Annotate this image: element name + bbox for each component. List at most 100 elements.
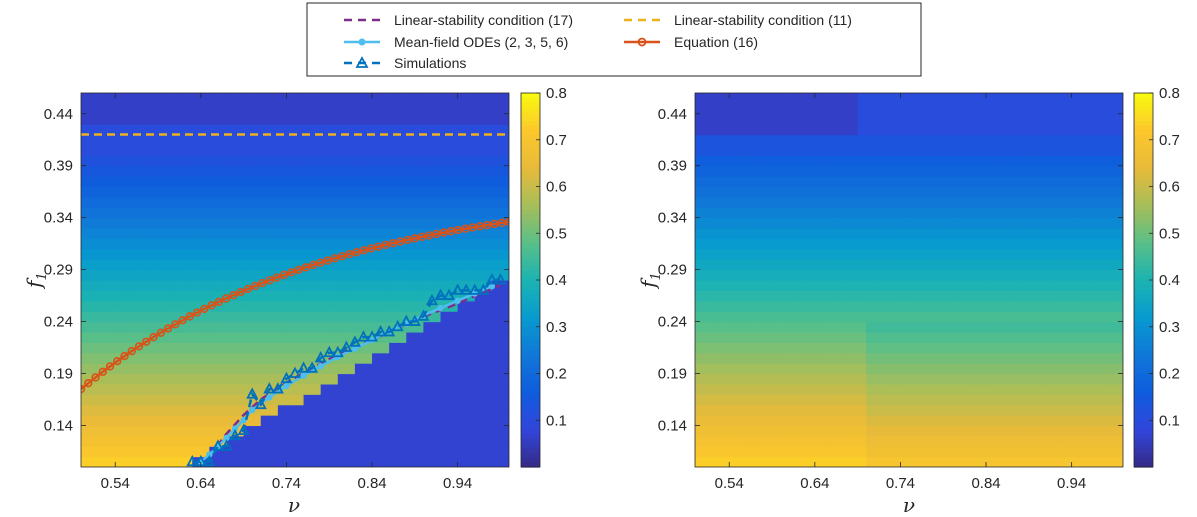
heatmap-cell [1011, 383, 1021, 395]
heatmap-cell [226, 352, 236, 364]
heatmap-cell [883, 103, 893, 115]
heatmap-cell [926, 103, 936, 115]
heatmap-cell [474, 290, 484, 302]
heatmap-cell [977, 394, 987, 406]
heatmap-cell [440, 103, 450, 115]
colorbar-segment [521, 289, 540, 295]
heatmap-cell [140, 269, 151, 281]
heatmap-cell [1071, 373, 1081, 385]
heatmap-cell [372, 124, 382, 136]
colorbar-segment [1134, 331, 1153, 337]
heatmap-cell [960, 456, 970, 467]
heatmap-cell [474, 207, 484, 219]
heatmap-cell [252, 207, 262, 219]
heatmap-cell [1114, 269, 1123, 281]
heatmap-cell [780, 425, 790, 437]
heatmap-cell [260, 238, 270, 250]
heatmap-cell [866, 248, 876, 260]
heatmap-cell [337, 425, 347, 437]
colorbar-segment [521, 317, 540, 323]
heatmap-cell [900, 280, 910, 291]
heatmap-cell [926, 248, 936, 260]
heatmap-cell [380, 331, 390, 343]
heatmap-cell [1045, 259, 1056, 271]
heatmap-cell [363, 248, 373, 260]
heatmap-cell [866, 435, 876, 447]
heatmap-cell [209, 238, 219, 250]
heatmap-cell [423, 415, 433, 427]
heatmap-cell [772, 394, 782, 406]
heatmap-cell [1114, 446, 1123, 458]
heatmap-cell [277, 186, 288, 198]
heatmap-cell [81, 290, 91, 302]
heatmap-cell [909, 259, 919, 271]
heatmap-cell [874, 331, 884, 343]
heatmap-cell [1105, 456, 1116, 467]
heatmap-cell [1037, 363, 1047, 375]
heatmap-cell [329, 456, 339, 467]
heatmap-cell [857, 394, 867, 406]
colorbar-tick-label: 0.8 [546, 85, 567, 102]
heatmap-cell [252, 93, 262, 104]
heatmap-cell [977, 103, 987, 115]
heatmap-cell [746, 415, 756, 427]
heatmap-cell [780, 134, 790, 146]
series-point-2 [454, 297, 461, 304]
heatmap-cell [132, 321, 142, 333]
heatmap-cell [866, 134, 876, 146]
heatmap-cell [303, 446, 313, 458]
heatmap-cell [466, 176, 476, 188]
heatmap-cell [149, 113, 159, 125]
heatmap-cell [217, 456, 228, 467]
heatmap-cell [320, 259, 330, 271]
heatmap-cell [1028, 425, 1038, 437]
heatmap-cell [806, 394, 816, 406]
heatmap-cell [183, 176, 193, 188]
heatmap-cell [175, 103, 185, 115]
heatmap-cell [406, 186, 416, 198]
heatmap-cell [192, 290, 202, 302]
heatmap-cell [1063, 446, 1073, 458]
heatmap-cell [934, 113, 944, 125]
heatmap-cell [1063, 290, 1073, 302]
heatmap-cell [440, 207, 450, 219]
heatmap-cell [192, 415, 202, 427]
heatmap-cell [754, 248, 765, 260]
heatmap-cell [106, 300, 116, 312]
heatmap-cell [866, 93, 876, 104]
heatmap-cell [183, 144, 193, 156]
colorbar-segment [521, 111, 540, 117]
heatmap-cell [192, 113, 202, 125]
heatmap-cell [269, 103, 279, 115]
heatmap-cell [132, 373, 142, 385]
heatmap-cell [840, 93, 850, 104]
heatmap-cell [329, 425, 339, 437]
heatmap-cell [1080, 321, 1090, 333]
heatmap-cell [363, 311, 373, 323]
heatmap-cell [474, 425, 484, 437]
heatmap-cell [772, 269, 782, 281]
heatmap-cell [414, 300, 424, 312]
heatmap-cell [132, 394, 142, 406]
heatmap-cell [695, 196, 705, 208]
heatmap-cell [1045, 352, 1056, 364]
heatmap-cell [115, 435, 125, 447]
heatmap-cell [1011, 165, 1021, 177]
heatmap-cell [926, 134, 936, 146]
legend-item-mean-field: Mean-field ODEs (2, 3, 5, 6) [344, 34, 568, 50]
colorbar-segment [1134, 228, 1153, 234]
heatmap-cell [891, 113, 902, 125]
colorbar-segment [521, 237, 540, 244]
heatmap-cell [149, 456, 159, 467]
heatmap-cell [337, 124, 347, 136]
series-point-3 [192, 308, 202, 317]
heatmap-cell [737, 207, 747, 219]
heatmap-cell [277, 352, 288, 364]
heatmap-cell [209, 300, 219, 312]
heatmap-cell [500, 321, 509, 333]
heatmap-cell [243, 331, 253, 343]
heatmap-cell [951, 404, 961, 416]
heatmap-cell [763, 363, 773, 375]
heatmap-cell [977, 456, 987, 467]
heatmap-cell [269, 134, 279, 146]
